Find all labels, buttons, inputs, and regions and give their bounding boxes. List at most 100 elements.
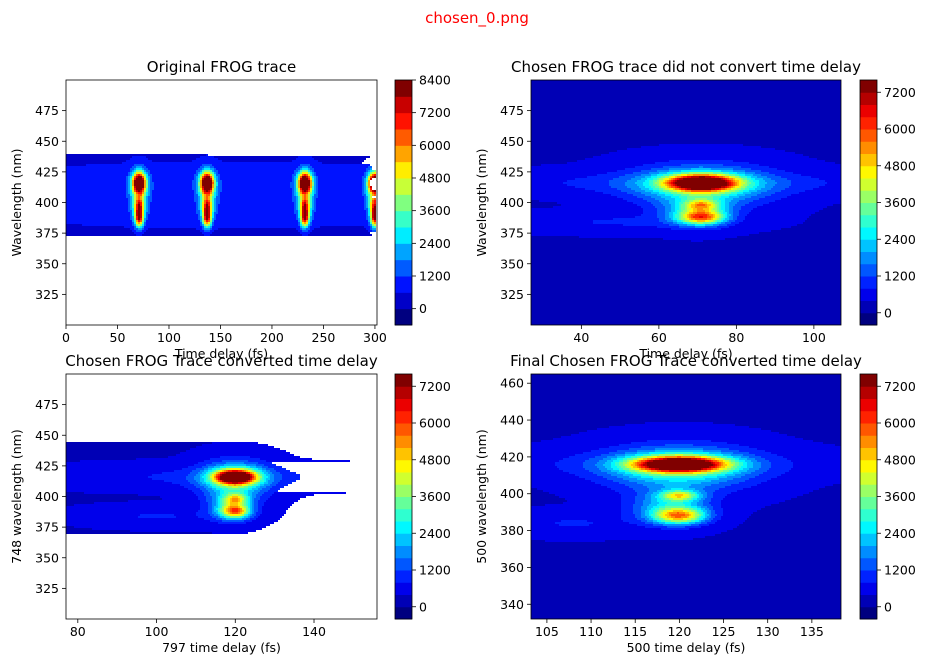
colorbar-band: [860, 594, 877, 608]
y-tick-label: 450: [500, 134, 524, 149]
y-tick-label: 375: [35, 226, 59, 241]
colorbar-band: [860, 459, 877, 473]
colorbar-band: [860, 276, 877, 289]
x-tick-label: 100: [157, 330, 181, 345]
colorbar-band: [395, 484, 412, 497]
colorbar-band: [395, 386, 412, 399]
colorbar-band: [395, 398, 412, 412]
x-tick-label: 80: [728, 330, 744, 345]
colorbar-tick-label: 2400: [884, 526, 916, 541]
y-tick-label: 375: [35, 520, 59, 535]
y-tick-label: 460: [500, 376, 524, 391]
colorbar-band: [395, 112, 412, 130]
colorbar: 0 1200 2400 3600 4800 6000 7200 8400: [394, 73, 451, 326]
colorbar-band: [860, 190, 877, 203]
colorbar-band: [395, 557, 412, 571]
contour-field: [531, 80, 841, 325]
y-tick-label: 425: [500, 164, 524, 179]
colorbar-tick-label: 8400: [419, 73, 451, 88]
colorbar-tick-label: 6000: [419, 138, 451, 153]
colorbar-tick-label: 1200: [419, 269, 451, 284]
colorbar: 0 1200 2400 3600 4800 6000 7200: [394, 373, 451, 620]
colorbar-band: [395, 308, 412, 326]
x-tick-label: 115: [623, 624, 647, 639]
y-tick-label: 325: [35, 287, 59, 302]
x-tick-label: 300: [363, 330, 387, 345]
contour-field: [66, 442, 350, 534]
x-tick-label: 130: [756, 624, 780, 639]
colorbar-tick-label: 7200: [884, 85, 916, 100]
colorbar: 0 1200 2400 3600 4800 6000 7200: [859, 373, 916, 620]
colorbar-band: [395, 423, 412, 436]
colorbar-tick-label: 0: [419, 301, 427, 316]
colorbar-band: [395, 508, 412, 522]
colorbar-tick-label: 2400: [884, 232, 916, 247]
axes-frame: [530, 373, 842, 620]
y-tick-label: 420: [500, 449, 524, 464]
colorbar-band: [395, 292, 412, 310]
colorbar-tick-label: 4800: [419, 452, 451, 467]
x-tick-label: 80: [70, 624, 86, 639]
x-tick-label: 100: [145, 624, 169, 639]
colorbar-band: [860, 484, 877, 497]
x-tick-label: 150: [209, 330, 233, 345]
y-tick-label: 425: [35, 164, 59, 179]
colorbar-tick-label: 2400: [419, 526, 451, 541]
y-axis-label: 748 wavelength (nm): [9, 429, 24, 563]
colorbar-band: [860, 104, 877, 118]
y-axis-label: 500 wavelength (nm): [474, 429, 489, 563]
colorbar-band: [860, 447, 877, 461]
y-tick-label: 360: [500, 560, 524, 575]
colorbar-band: [860, 153, 877, 167]
chart-panel-2: 40 60 80 100 325 350 375 400 425 450 475 Time delay…: [474, 58, 916, 361]
colorbar-band: [860, 472, 877, 485]
colorbar-band: [860, 496, 877, 510]
y-tick-label: 450: [35, 428, 59, 443]
colorbar-band: [860, 435, 877, 448]
colorbar-band: [860, 214, 877, 228]
x-axis-label: 500 time delay (fs): [627, 640, 746, 655]
colorbar-band: [860, 129, 877, 142]
colorbar-band: [395, 374, 412, 387]
colorbar-tick-label: 4800: [884, 452, 916, 467]
colorbar-band: [395, 227, 412, 244]
x-axis-label: Time delay (fs): [174, 346, 268, 361]
y-tick-label: 375: [500, 226, 524, 241]
colorbar-band: [860, 300, 877, 314]
x-axis-label: 797 time delay (fs): [162, 640, 281, 655]
colorbar-tick-label: 7200: [884, 379, 916, 394]
chart-title: Final Chosen FROG Trace converted time d…: [510, 352, 862, 370]
chart-title: Chosen FROG trace did not convert time d…: [511, 58, 861, 76]
colorbar-tick-label: 2400: [419, 236, 451, 251]
colorbar-tick-label: 7200: [419, 379, 451, 394]
x-tick-label: 100: [802, 330, 826, 345]
colorbar-band: [395, 96, 412, 114]
colorbar-band: [860, 386, 877, 399]
y-tick-label: 400: [35, 489, 59, 504]
y-tick-label: 340: [500, 597, 524, 612]
colorbar-band: [860, 178, 877, 191]
y-tick-label: 475: [500, 103, 524, 118]
colorbar-band: [395, 447, 412, 461]
colorbar-band: [395, 496, 412, 510]
colorbar-band: [395, 594, 412, 608]
colorbar-band: [395, 410, 412, 424]
y-tick-label: 325: [500, 287, 524, 302]
colorbar-tick-label: 4800: [884, 158, 916, 173]
colorbar-band: [860, 570, 877, 583]
colorbar-band: [395, 582, 412, 595]
colorbar-band: [395, 161, 412, 179]
colorbar-band: [860, 202, 877, 216]
colorbar-band: [395, 243, 412, 261]
chart-panel-1: 0 50 100 150 200 250 300 325 350 375 400 425 450 475 T…: [9, 58, 451, 361]
x-tick-label: 120: [223, 624, 247, 639]
y-tick-label: 350: [35, 550, 59, 565]
colorbar-frame: [394, 79, 413, 326]
colorbar-band: [860, 374, 877, 387]
colorbar: 0 1200 2400 3600 4800 6000 7200: [859, 79, 916, 326]
colorbar-tick-label: 1200: [419, 563, 451, 578]
colorbar-band: [860, 410, 877, 424]
colorbar-tick-label: 3600: [419, 203, 451, 218]
colorbar-band: [860, 263, 877, 277]
